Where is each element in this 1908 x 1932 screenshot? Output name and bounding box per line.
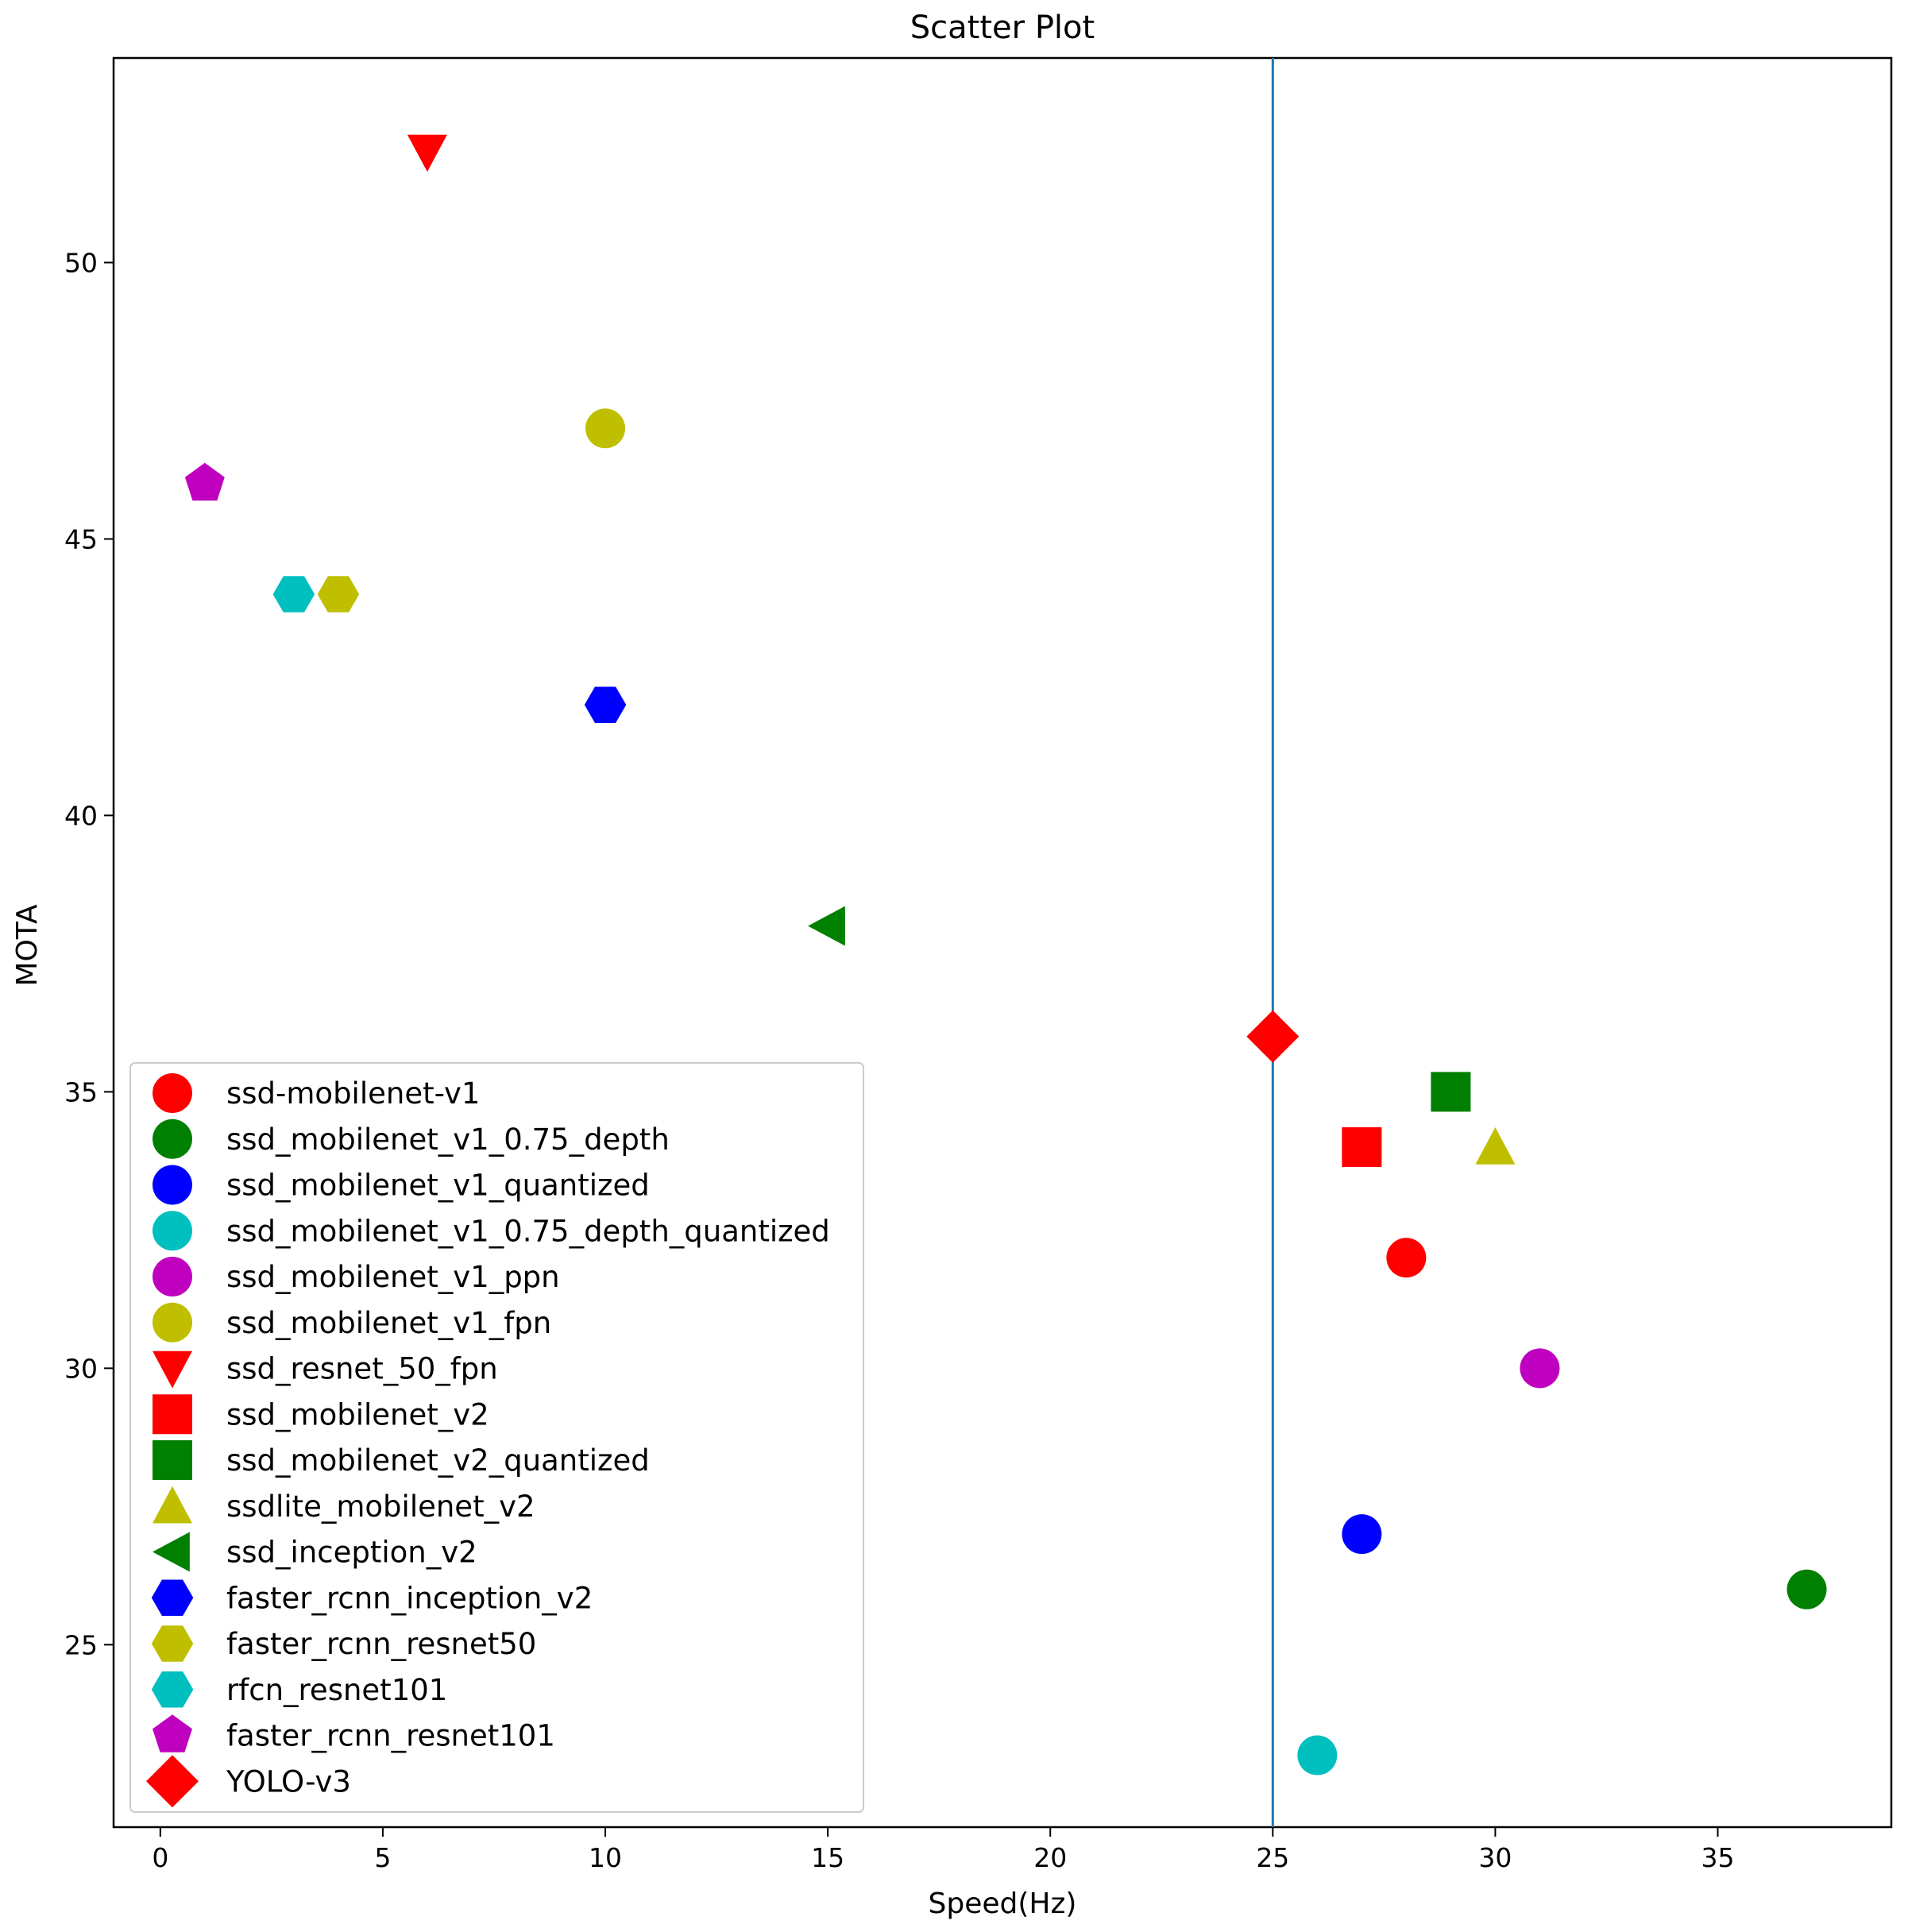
x-axis: 0 5 10 15 20 25 30 35 xyxy=(152,1827,1735,1873)
x-tick-label: 30 xyxy=(1478,1842,1512,1873)
y-tick-label: 45 xyxy=(64,524,98,554)
data-point xyxy=(1297,1735,1338,1776)
y-tick-label: 25 xyxy=(64,1629,98,1660)
legend-marker xyxy=(153,1394,192,1435)
legend-item: ssd_resnet_50_fpn xyxy=(153,1350,498,1389)
data-points xyxy=(184,134,1827,1776)
data-point xyxy=(1431,1072,1471,1112)
x-tick-label: 35 xyxy=(1701,1842,1735,1873)
legend-marker xyxy=(151,1671,194,1708)
legend-box xyxy=(129,1062,864,1813)
legend-marker xyxy=(153,1073,192,1113)
data-point xyxy=(317,576,360,612)
data-point xyxy=(272,576,315,612)
legend-item: ssd_mobilenet_v1_0.75_depth xyxy=(153,1119,670,1159)
legend-marker xyxy=(153,1302,192,1343)
legend-marker xyxy=(153,1119,192,1159)
legend-label: ssd_mobilenet_v2 xyxy=(226,1397,489,1432)
y-tick-label: 50 xyxy=(64,247,98,278)
data-point xyxy=(184,462,225,501)
legend-item: ssdlite_mobilenet_v2 xyxy=(153,1486,535,1524)
data-point xyxy=(1342,1514,1382,1555)
legend-item: ssd_mobilenet_v2_quantized xyxy=(153,1440,650,1480)
legend-label: ssd_mobilenet_v1_fpn xyxy=(226,1306,551,1340)
legend-marker xyxy=(153,1350,192,1389)
x-tick-label: 25 xyxy=(1256,1842,1289,1873)
legend-label: ssd_mobilenet_v1_ppn xyxy=(226,1260,560,1294)
legend: ssd-mobilenet-v1 ssd_mobilenet_v1_0.75_de… xyxy=(129,1062,864,1813)
legend-marker xyxy=(153,1165,192,1205)
legend-marker xyxy=(153,1440,192,1480)
legend-marker xyxy=(153,1211,192,1251)
data-point xyxy=(808,906,845,946)
legend-label: ssd_mobilenet_v1_0.75_depth_quantized xyxy=(226,1214,830,1248)
legend-item: rfcn_resnet101 xyxy=(151,1671,447,1708)
legend-label: ssd_resnet_50_fpn xyxy=(226,1352,498,1386)
legend-label: ssd_mobilenet_v1_0.75_depth xyxy=(226,1122,670,1157)
legend-marker xyxy=(151,1579,194,1616)
legend-item: ssd_mobilenet_v1_ppn xyxy=(153,1257,560,1296)
chart-title: Scatter Plot xyxy=(910,10,1095,46)
y-tick-label: 35 xyxy=(64,1076,98,1107)
y-tick-label: 30 xyxy=(64,1353,98,1384)
legend-marker xyxy=(151,1625,194,1662)
legend-item: ssd_mobilenet_v1_0.75_depth_quantized xyxy=(153,1211,830,1251)
plot-area: 0 5 10 15 20 25 30 35 25 30 35 40 45 50 xyxy=(64,56,1893,1873)
legend-item: faster_rcnn_resnet101 xyxy=(153,1714,555,1753)
data-point xyxy=(1386,1238,1427,1278)
legend-marker xyxy=(153,1486,192,1524)
x-tick-label: 20 xyxy=(1033,1842,1067,1873)
x-tick-label: 10 xyxy=(589,1842,622,1873)
legend-marker xyxy=(153,1257,192,1296)
legend-item: ssd_mobilenet_v1_fpn xyxy=(153,1302,551,1343)
legend-item: ssd_mobilenet_v1_quantized xyxy=(153,1165,650,1205)
legend-label: ssd-mobilenet-v1 xyxy=(226,1076,480,1111)
legend-marker xyxy=(153,1532,190,1572)
x-axis-label: Speed(Hz) xyxy=(929,1888,1077,1920)
data-point xyxy=(1475,1127,1516,1165)
legend-marker xyxy=(146,1755,199,1808)
legend-item: ssd_inception_v2 xyxy=(153,1532,477,1572)
y-axis-label: MOTA xyxy=(11,904,44,987)
legend-label: faster_rcnn_resnet50 xyxy=(226,1627,536,1661)
legend-label: ssdlite_mobilenet_v2 xyxy=(226,1490,535,1524)
legend-label: faster_rcnn_resnet101 xyxy=(226,1719,555,1753)
y-tick-label: 40 xyxy=(64,800,98,831)
legend-label: YOLO-v3 xyxy=(226,1764,351,1799)
legend-item: ssd-mobilenet-v1 xyxy=(153,1073,480,1113)
legend-item: ssd_mobilenet_v2 xyxy=(153,1394,489,1435)
plot-frame xyxy=(112,56,1893,1829)
data-point xyxy=(407,134,447,172)
legend-label: rfcn_resnet101 xyxy=(226,1673,447,1707)
data-point xyxy=(585,408,626,449)
legend-item: faster_rcnn_resnet50 xyxy=(151,1625,536,1662)
data-point xyxy=(1520,1348,1560,1389)
x-tick-label: 0 xyxy=(152,1842,168,1873)
x-tick-label: 5 xyxy=(374,1842,391,1873)
data-point xyxy=(1246,1010,1300,1063)
legend-label: ssd_mobilenet_v2_quantized xyxy=(226,1443,650,1478)
data-point xyxy=(584,686,627,723)
legend-item: YOLO-v3 xyxy=(146,1755,351,1808)
data-point xyxy=(1342,1126,1382,1167)
legend-label: ssd_inception_v2 xyxy=(226,1536,477,1570)
legend-label: faster_rcnn_inception_v2 xyxy=(226,1581,593,1615)
x-tick-label: 15 xyxy=(811,1842,844,1873)
legend-item: faster_rcnn_inception_v2 xyxy=(151,1579,593,1616)
legend-marker xyxy=(153,1714,192,1752)
y-axis: 25 30 35 40 45 50 xyxy=(64,247,114,1660)
data-point xyxy=(1786,1569,1827,1609)
legend-label: ssd_mobilenet_v1_quantized xyxy=(226,1169,650,1203)
